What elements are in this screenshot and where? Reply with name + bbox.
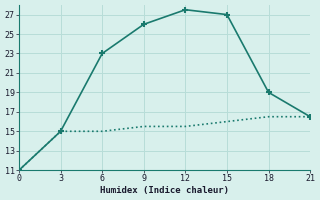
X-axis label: Humidex (Indice chaleur): Humidex (Indice chaleur) bbox=[100, 186, 229, 195]
